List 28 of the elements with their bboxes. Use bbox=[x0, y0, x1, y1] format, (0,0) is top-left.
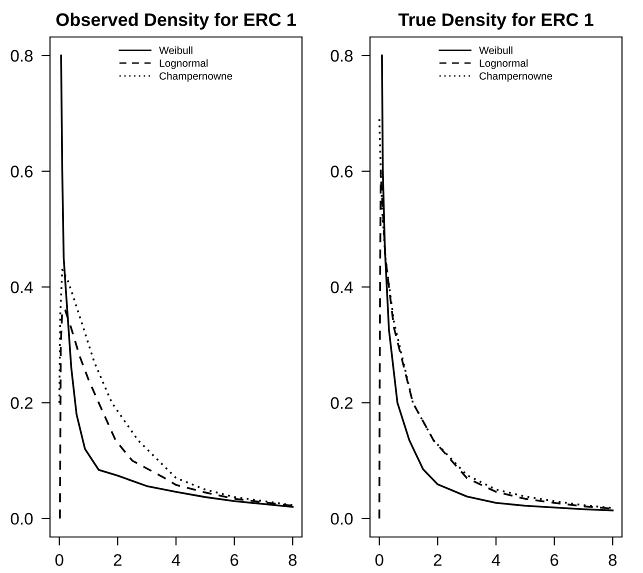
x-tick-label: 0 bbox=[375, 554, 384, 566]
x-tick-label: 4 bbox=[172, 554, 180, 566]
chart-title: True Density for ERC 1 bbox=[398, 12, 594, 30]
y-tick-label: 0.6 bbox=[330, 166, 353, 178]
y-tick-label: 0.4 bbox=[330, 281, 353, 294]
legend-label: Champernowne bbox=[480, 72, 552, 82]
y-tick-label: 0.2 bbox=[10, 397, 32, 409]
x-tick-label: 8 bbox=[288, 554, 297, 566]
y-tick-label: 0.2 bbox=[330, 397, 352, 409]
x-tick-label: 8 bbox=[608, 554, 617, 566]
y-tick-label: 0.6 bbox=[10, 166, 33, 178]
x-tick-label: 4 bbox=[492, 554, 500, 566]
y-tick-label: 0.0 bbox=[10, 512, 33, 525]
y-tick-label: 0.0 bbox=[330, 512, 353, 525]
legend-label: Weibull bbox=[479, 46, 512, 54]
legend-label: Weibull bbox=[159, 46, 192, 54]
y-tick-label: 0.8 bbox=[330, 50, 353, 62]
x-tick-label: 6 bbox=[230, 554, 238, 566]
x-tick-label: 0 bbox=[55, 554, 64, 566]
x-tick-label: 6 bbox=[550, 554, 558, 566]
legend-label: Champernowne bbox=[160, 72, 232, 82]
x-tick-label: 2 bbox=[114, 554, 122, 566]
y-tick-label: 0.8 bbox=[10, 50, 33, 62]
y-tick-label: 0.4 bbox=[10, 281, 33, 294]
legend-label: Lognormal bbox=[160, 59, 208, 69]
legend-label: Lognormal bbox=[480, 59, 528, 69]
x-tick-label: 2 bbox=[434, 554, 442, 566]
chart-title: Observed Density for ERC 1 bbox=[56, 12, 296, 30]
